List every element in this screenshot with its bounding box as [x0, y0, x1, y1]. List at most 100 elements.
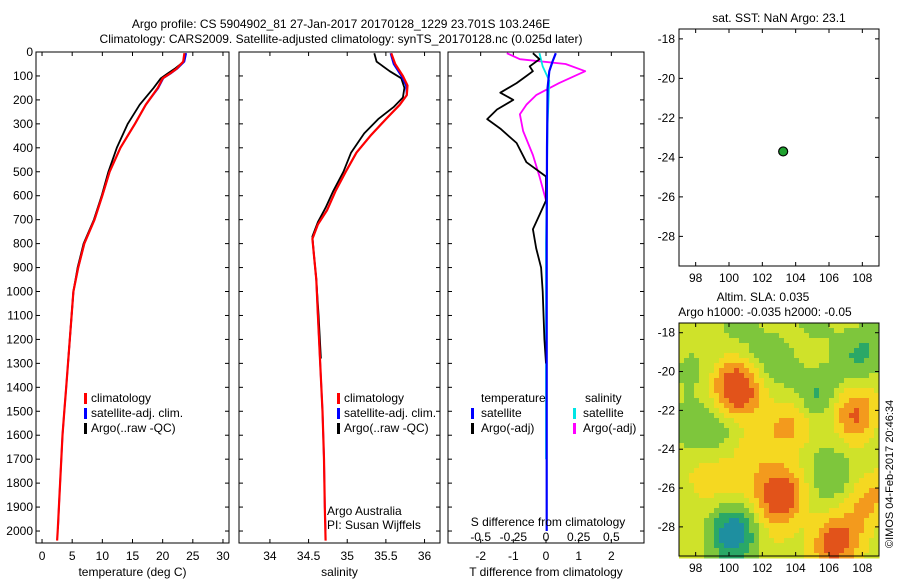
sla-cell	[829, 533, 835, 539]
sla-cell	[729, 438, 735, 444]
sla-cell	[729, 538, 735, 544]
sla-cell	[784, 353, 790, 359]
sla-cell	[699, 488, 705, 494]
sla-cell	[749, 488, 755, 494]
sla-cell	[874, 493, 880, 499]
sla-cell	[774, 523, 780, 529]
sla-cell	[709, 463, 715, 469]
sla-cell	[689, 333, 695, 339]
sla-cell	[709, 358, 715, 364]
sla-cell	[819, 423, 825, 429]
sla-cell	[759, 398, 765, 404]
temperature-xlabel: temperature (deg C)	[78, 565, 186, 579]
sla-cell	[764, 393, 770, 399]
sla-cell	[744, 528, 750, 534]
sla-cell	[849, 398, 855, 404]
sla-cell	[684, 443, 690, 449]
sla-cell	[854, 498, 860, 504]
sla-cell	[739, 368, 745, 374]
sla-cell	[824, 363, 830, 369]
sla-cell	[679, 363, 685, 369]
sla-cell	[789, 543, 795, 549]
sla-cell	[764, 333, 770, 339]
sla-cell	[859, 473, 865, 479]
sla-cell	[849, 478, 855, 484]
sla-cell	[864, 463, 870, 469]
sla-cell	[774, 453, 780, 459]
sla-cell	[699, 513, 705, 519]
sla-cell	[764, 513, 770, 519]
sla-cell	[744, 348, 750, 354]
sla-cell	[869, 328, 875, 334]
sla-cell	[864, 453, 870, 459]
sla-cell	[739, 328, 745, 334]
sla-cell	[729, 358, 735, 364]
sla-cell	[754, 443, 760, 449]
sla-cell	[874, 528, 880, 534]
sla-cell	[834, 548, 840, 554]
sla-cell	[724, 438, 730, 444]
sla-cell	[824, 443, 830, 449]
sla-cell	[759, 488, 765, 494]
sla-cell	[679, 438, 685, 444]
sla-cell	[774, 408, 780, 414]
sla-cell	[854, 353, 860, 359]
sla-cell	[844, 358, 850, 364]
sla-cell	[829, 463, 835, 469]
sla-cell	[864, 428, 870, 434]
sla-cell	[754, 413, 760, 419]
sla-cell	[794, 523, 800, 529]
sla-cell	[789, 373, 795, 379]
sla-cell	[764, 408, 770, 414]
sla-cell	[699, 398, 705, 404]
sla-cell	[714, 543, 720, 549]
sla-cell	[759, 548, 765, 554]
depth-tick-label: 1300	[6, 356, 33, 370]
sla-cell	[769, 488, 775, 494]
sla-cell	[689, 498, 695, 504]
sla-cell	[839, 518, 845, 524]
sla-cell	[874, 333, 880, 339]
sla-cell	[814, 453, 820, 459]
difference-legend-swatch	[471, 423, 474, 434]
sla-cell	[709, 513, 715, 519]
sla-cell	[874, 363, 880, 369]
sla-cell	[709, 493, 715, 499]
sla-cell	[729, 343, 735, 349]
sla-cell	[804, 428, 810, 434]
sla-cell	[819, 438, 825, 444]
sla-cell	[789, 323, 795, 329]
sla-cell	[759, 358, 765, 364]
sla-cell	[829, 493, 835, 499]
sla-cell	[834, 478, 840, 484]
sla-cell	[679, 473, 685, 479]
sla-cell	[734, 478, 740, 484]
sla-cell	[809, 438, 815, 444]
sla-cell	[814, 403, 820, 409]
sla-cell	[684, 323, 690, 329]
sla-cell	[794, 483, 800, 489]
sla-cell	[799, 443, 805, 449]
sla-cell	[684, 368, 690, 374]
sla-cell	[784, 408, 790, 414]
sla-cell	[809, 383, 815, 389]
sla-cell	[689, 523, 695, 529]
sla-cell	[679, 403, 685, 409]
sla-cell	[789, 508, 795, 514]
difference-legend-swatch	[573, 423, 576, 434]
sla-cell	[739, 528, 745, 534]
sla-cell	[794, 548, 800, 554]
sla-cell	[689, 538, 695, 544]
sla-cell	[829, 413, 835, 419]
sla-cell	[839, 463, 845, 469]
sla-cell	[749, 438, 755, 444]
sla-cell	[844, 433, 850, 439]
sla-cell	[779, 378, 785, 384]
sla-cell	[779, 358, 785, 364]
sla-cell	[854, 338, 860, 344]
depth-tick-label: 200	[13, 93, 33, 107]
sla-cell	[709, 323, 715, 329]
sla-cell	[844, 343, 850, 349]
sla-cell	[869, 378, 875, 384]
